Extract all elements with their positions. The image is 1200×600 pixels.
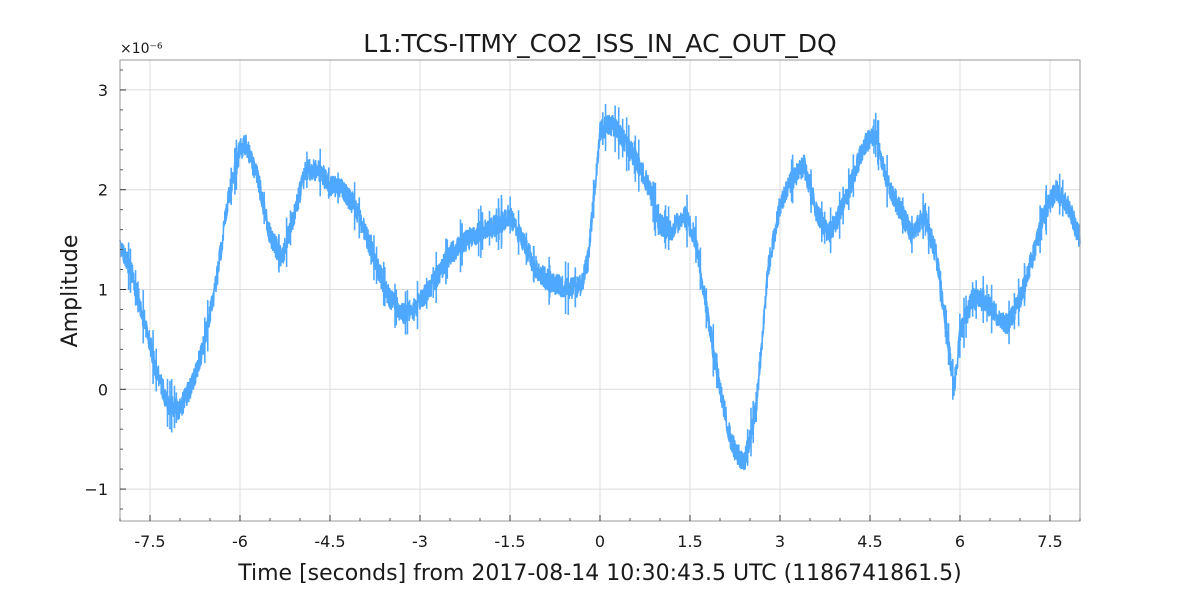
x-tick-label: 1.5 (677, 532, 702, 551)
x-tick-label: 7.5 (1037, 532, 1062, 551)
axis-ticks (119, 69, 1081, 521)
x-tick-label: -1.5 (494, 532, 525, 551)
chart-title: L1:TCS-ITMY_CO2_ISS_IN_AC_OUT_DQ (363, 29, 836, 58)
y-tick-label: 2 (98, 181, 108, 200)
signal-trace (119, 103, 1081, 471)
x-axis-label: Time [seconds] from 2017-08-14 10:30:43.… (237, 561, 961, 586)
x-tick-label: 6 (955, 532, 965, 551)
x-tick-label: -7.5 (134, 532, 165, 551)
x-tick-label: 4.5 (857, 532, 882, 551)
x-tick-label: -3 (412, 532, 428, 551)
y-tick-label: 3 (98, 81, 108, 100)
y-tick-label: 1 (98, 281, 108, 300)
y-tick-label: −1 (84, 480, 108, 499)
x-tick-label: -6 (232, 532, 248, 551)
tick-labels: -7.5 -6 -4.5 -3 -1.5 0 1.5 3 4.5 6 7.5 −1 0 1 2 3 (84, 81, 1062, 551)
y-tick-label: 0 (98, 380, 108, 399)
y-axis-label: Amplitude (58, 235, 83, 348)
y-axis-multiplier: ×10⁻⁶ (120, 41, 163, 57)
x-tick-label: 3 (775, 532, 785, 551)
x-tick-label: -4.5 (314, 532, 345, 551)
data-series (119, 103, 1081, 471)
x-tick-label: 0 (595, 532, 605, 551)
